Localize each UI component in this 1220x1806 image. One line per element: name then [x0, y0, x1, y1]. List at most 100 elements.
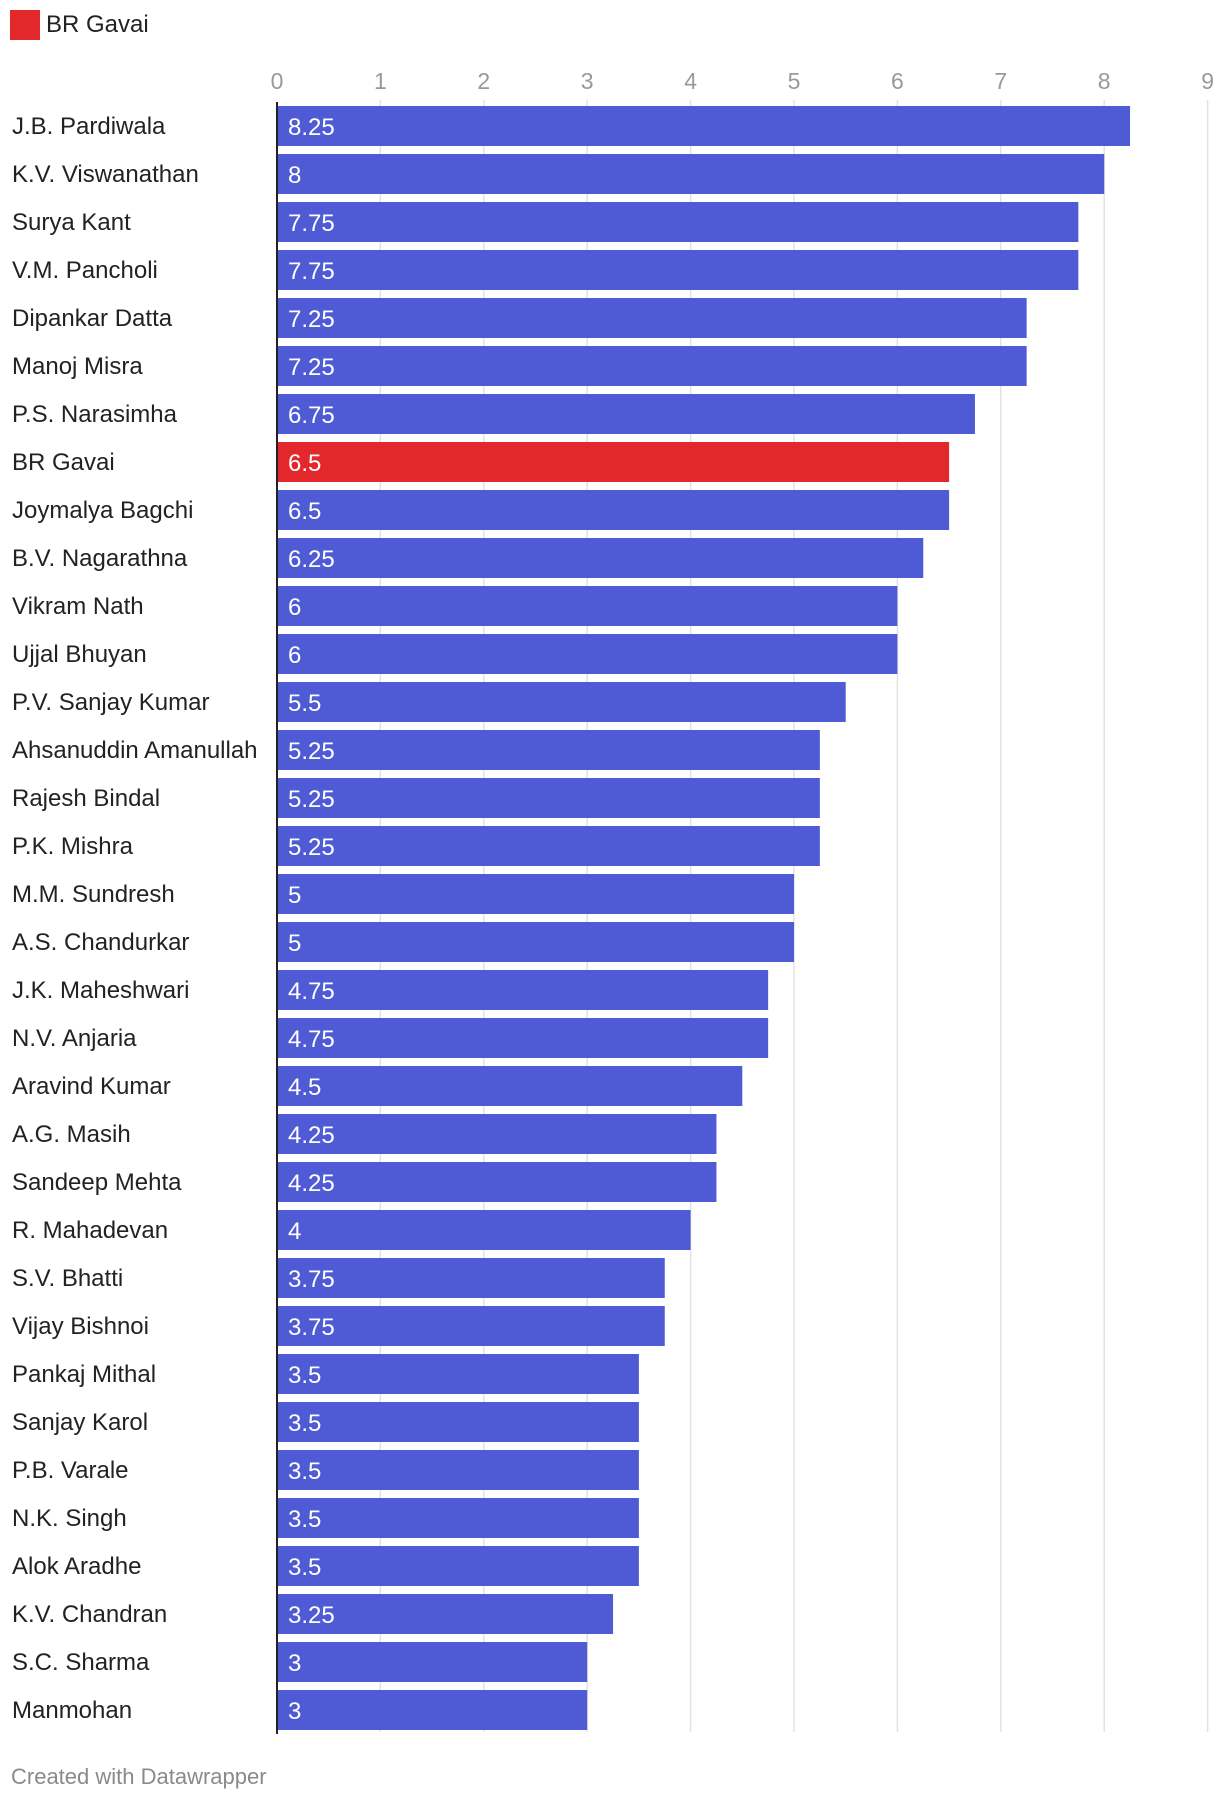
category-label: Ujjal Bhuyan	[12, 641, 147, 668]
value-label: 7.25	[288, 354, 335, 381]
bar	[277, 970, 769, 1010]
bar-highlight	[277, 442, 950, 482]
value-label: 4	[288, 1218, 301, 1245]
category-label: V.M. Pancholi	[12, 257, 158, 284]
category-label: N.K. Singh	[12, 1505, 127, 1532]
value-label: 3.5	[288, 1506, 321, 1533]
category-label: M.M. Sundresh	[12, 881, 175, 908]
x-tick-label: 9	[1201, 68, 1214, 94]
bar	[277, 346, 1027, 386]
bar	[277, 1450, 639, 1490]
value-label: 3.5	[288, 1410, 321, 1437]
value-label: 6.75	[288, 402, 335, 429]
value-label: 3	[288, 1650, 301, 1677]
bar	[277, 1690, 588, 1730]
bar	[277, 586, 898, 626]
value-label: 3	[288, 1698, 301, 1725]
category-label: Vijay Bishnoi	[12, 1313, 149, 1340]
category-label: Dipankar Datta	[12, 305, 173, 332]
bar	[277, 1114, 717, 1154]
bar	[277, 154, 1105, 194]
value-label: 4.75	[288, 1026, 335, 1053]
value-label: 3.5	[288, 1554, 321, 1581]
bar	[277, 538, 924, 578]
category-label: P.K. Mishra	[12, 833, 134, 860]
category-label: S.V. Bhatti	[12, 1265, 123, 1292]
value-label: 6	[288, 594, 301, 621]
x-tick-label: 4	[684, 68, 697, 94]
bar	[277, 106, 1131, 146]
category-label: S.C. Sharma	[12, 1649, 150, 1676]
bar	[277, 1066, 743, 1106]
bar	[277, 202, 1079, 242]
category-label: A.S. Chandurkar	[12, 929, 189, 956]
bar	[277, 1402, 639, 1442]
value-label: 4.5	[288, 1074, 321, 1101]
category-label: Sandeep Mehta	[12, 1169, 182, 1196]
category-label: BR Gavai	[12, 449, 115, 476]
category-label: B.V. Nagarathna	[12, 545, 188, 572]
value-label: 7.25	[288, 306, 335, 333]
x-tick-label: 2	[477, 68, 490, 94]
bar	[277, 922, 794, 962]
bar	[277, 1018, 769, 1058]
value-label: 5	[288, 930, 301, 957]
x-tick-label: 3	[581, 68, 594, 94]
bar	[277, 1642, 588, 1682]
value-label: 4.75	[288, 978, 335, 1005]
bar	[277, 1594, 614, 1634]
value-label: 5.25	[288, 786, 335, 813]
legend-label: BR Gavai	[46, 11, 149, 38]
category-label: Joymalya Bagchi	[12, 497, 193, 524]
bar	[277, 874, 794, 914]
value-label: 6.25	[288, 546, 335, 573]
category-label: N.V. Anjaria	[12, 1025, 137, 1052]
x-tick-label: 0	[271, 68, 284, 94]
bar	[277, 778, 820, 818]
category-label: Manmohan	[12, 1697, 132, 1724]
category-label: A.G. Masih	[12, 1121, 131, 1148]
value-label: 3.75	[288, 1314, 335, 1341]
footer-credit: Created with Datawrapper	[11, 1764, 267, 1789]
value-label: 8.25	[288, 114, 335, 141]
category-label: P.V. Sanjay Kumar	[12, 689, 209, 716]
category-label: J.B. Pardiwala	[12, 113, 166, 140]
value-label: 8	[288, 162, 301, 189]
bar-chart: 0 1 2 3 4 5 6 7 8 9 J.B. Pardiwala 8.25 K.V. Viswana…	[12, 68, 1214, 1734]
bar	[277, 298, 1027, 338]
category-label: K.V. Viswanathan	[12, 161, 199, 188]
category-label: P.S. Narasimha	[12, 401, 178, 428]
category-label: J.K. Maheshwari	[12, 977, 189, 1004]
x-tick-label: 1	[374, 68, 387, 94]
x-tick-label: 7	[994, 68, 1007, 94]
bar	[277, 490, 950, 530]
value-label: 5.25	[288, 834, 335, 861]
bar	[277, 1258, 665, 1298]
value-label: 7.75	[288, 210, 335, 237]
bar	[277, 1306, 665, 1346]
value-label: 3.5	[288, 1458, 321, 1485]
bar	[277, 634, 898, 674]
x-tick-label: 5	[788, 68, 801, 94]
value-label: 4.25	[288, 1170, 335, 1197]
legend-swatch	[10, 10, 40, 40]
value-label: 3.75	[288, 1266, 335, 1293]
category-label: Sanjay Karol	[12, 1409, 148, 1436]
bar	[277, 1498, 639, 1538]
bar	[277, 682, 846, 722]
category-label: Manoj Misra	[12, 353, 143, 380]
category-label: Ahsanuddin Amanullah	[12, 737, 258, 764]
value-label: 5.25	[288, 738, 335, 765]
value-label: 3.25	[288, 1602, 335, 1629]
x-tick-label: 6	[891, 68, 904, 94]
category-label: P.B. Varale	[12, 1457, 129, 1484]
value-label: 5.5	[288, 690, 321, 717]
value-label: 6.5	[288, 450, 321, 477]
bar	[277, 730, 820, 770]
category-label: Alok Aradhe	[12, 1553, 141, 1580]
category-label: Aravind Kumar	[12, 1073, 171, 1100]
category-label: K.V. Chandran	[12, 1601, 167, 1628]
value-label: 6.5	[288, 498, 321, 525]
value-label: 7.75	[288, 258, 335, 285]
value-label: 4.25	[288, 1122, 335, 1149]
